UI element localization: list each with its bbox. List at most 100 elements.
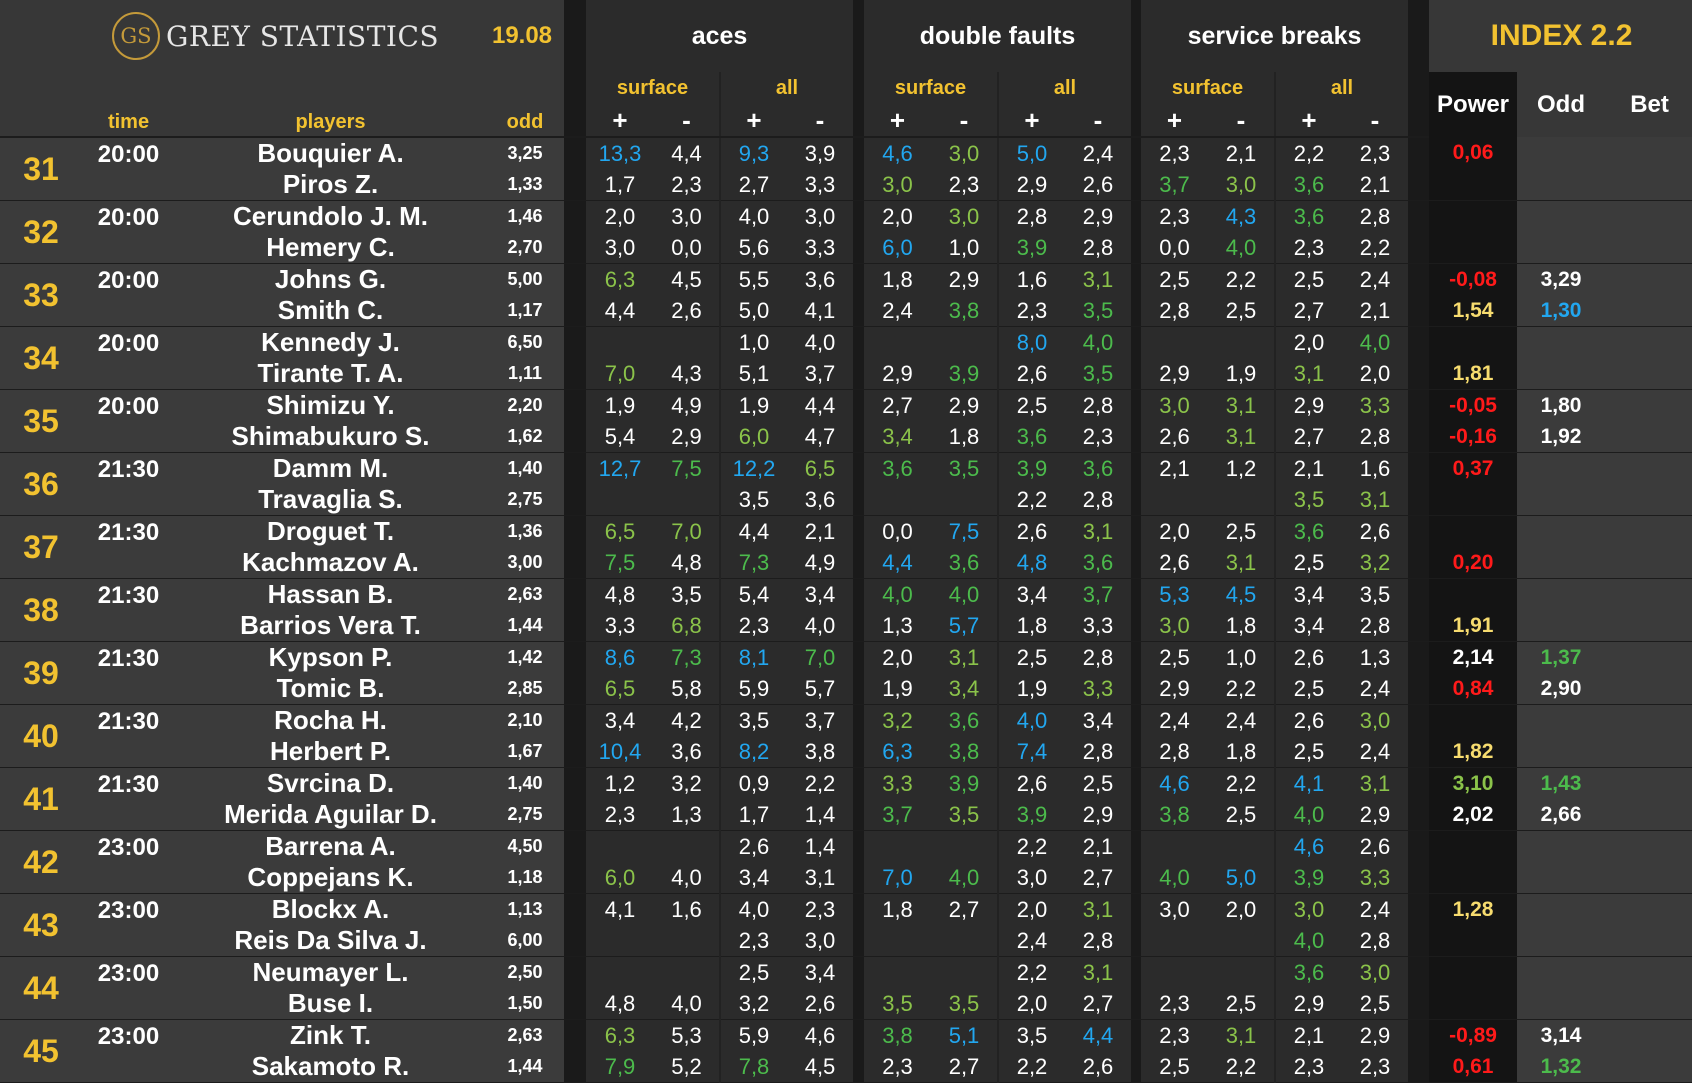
- stat-value: 3,7: [1065, 578, 1131, 610]
- stat-value: 1,3: [654, 799, 720, 831]
- plus-header: +: [1274, 104, 1342, 138]
- stat-value: 7,0: [586, 358, 654, 390]
- player-odd: 6,00: [486, 925, 564, 957]
- stat-value: 2,0: [997, 893, 1065, 925]
- index-odd-value: 1,43: [1517, 767, 1606, 799]
- stat-value: 3,3: [1065, 673, 1131, 705]
- stat-value: 2,3: [1342, 137, 1409, 169]
- stat-value: 2,0: [864, 641, 931, 673]
- stat-value: 2,2: [787, 767, 853, 799]
- stat-value: [1141, 956, 1208, 988]
- stat-value: 4,7: [787, 421, 853, 453]
- stat-value: 1,0: [931, 232, 998, 264]
- stat-value: 3,5: [1274, 484, 1342, 516]
- stat-value: 2,3: [1141, 1019, 1208, 1051]
- stat-value: 2,0: [864, 200, 931, 232]
- stat-value: 4,0: [787, 610, 853, 642]
- index-odd-value: [1517, 988, 1606, 1020]
- table-row: 35 20:00 Shimizu Y. 2,20 1,9 4,9 1,9 4,4 2,7 2,9 2…: [0, 389, 1692, 453]
- index-odd-value: [1517, 484, 1606, 516]
- stat-value: 2,9: [931, 263, 998, 295]
- stat-value: 2,9: [1065, 799, 1131, 831]
- bet-cell: [1605, 232, 1692, 264]
- stat-value: 6,0: [864, 232, 931, 264]
- plus-header: +: [719, 104, 787, 138]
- stat-value: [1208, 830, 1275, 862]
- bet-cell: [1605, 893, 1692, 925]
- bet-cell: [1605, 200, 1692, 232]
- power-value: 0,37: [1429, 452, 1518, 484]
- table-row: Coppejans K. 1,18 6,0 4,0 3,4 3,1 7,0 4,0 3,0 2,7…: [0, 862, 1692, 894]
- stat-value: 3,7: [1141, 169, 1208, 201]
- player-odd: 1,44: [486, 1051, 564, 1083]
- bet-cell: [1605, 704, 1692, 736]
- match-time: 21:30: [82, 515, 175, 579]
- stat-value: 3,0: [1342, 704, 1409, 736]
- stat-value: 2,2: [1208, 673, 1275, 705]
- stat-value: [1141, 484, 1208, 516]
- match-number: 35: [0, 389, 82, 453]
- stat-value: 1,8: [931, 421, 998, 453]
- stat-value: 3,1: [1065, 893, 1131, 925]
- stat-value: [931, 925, 998, 957]
- stat-value: 3,4: [1274, 610, 1342, 642]
- stat-value: 2,9: [997, 169, 1065, 201]
- stat-value: 7,5: [586, 547, 654, 579]
- stat-value: 1,8: [1208, 610, 1275, 642]
- stat-value: 3,7: [787, 358, 853, 390]
- stat-value: [586, 830, 654, 862]
- match-number: 39: [0, 641, 82, 705]
- index-odd-value: 2,66: [1517, 799, 1606, 831]
- stat-value: 3,1: [787, 862, 853, 894]
- stat-value: 5,4: [719, 578, 787, 610]
- stat-value: 2,1: [1208, 137, 1275, 169]
- match-time: 20:00: [82, 326, 175, 390]
- match-time: 20:00: [82, 263, 175, 327]
- stat-value: 3,0: [864, 169, 931, 201]
- table-row: Piros Z. 1,33 1,7 2,3 2,7 3,3 3,0 2,3 2,9 2,6 3,7 3…: [0, 169, 1692, 201]
- table-row: 36 21:30 Damm M. 1,40 12,7 7,5 12,2 6,5 3,6 3,5 3,…: [0, 452, 1692, 516]
- stat-value: 6,5: [787, 452, 853, 484]
- player-odd: 2,10: [486, 704, 564, 736]
- stat-value: 3,0: [931, 137, 998, 169]
- stat-value: 4,4: [1065, 1019, 1131, 1051]
- stat-value: 12,2: [719, 452, 787, 484]
- stat-value: 2,8: [1342, 421, 1409, 453]
- stat-value: 3,5: [931, 799, 998, 831]
- stat-value: [654, 326, 720, 358]
- stat-value: 7,0: [787, 641, 853, 673]
- stat-value: 2,8: [1065, 641, 1131, 673]
- stat-value: 3,2: [654, 767, 720, 799]
- stat-value: 4,1: [787, 295, 853, 327]
- stat-value: 2,4: [997, 925, 1065, 957]
- power-value: [1429, 200, 1518, 232]
- stat-value: 2,5: [1208, 295, 1275, 327]
- stat-value: 6,3: [864, 736, 931, 768]
- player-name: Droguet T.: [175, 515, 486, 547]
- stat-value: 3,9: [1274, 862, 1342, 894]
- table-row: Reis Da Silva J. 6,00 2,3 3,0 2,4 2,8 4,0 2,8: [0, 925, 1692, 957]
- stat-value: 2,5: [1141, 263, 1208, 295]
- power-header: Power: [1429, 72, 1518, 137]
- index-odd-value: [1517, 893, 1606, 925]
- stat-value: 7,5: [931, 515, 998, 547]
- stat-value: 4,4: [586, 295, 654, 327]
- stat-value: 4,5: [1208, 578, 1275, 610]
- stat-value: 3,3: [1065, 610, 1131, 642]
- stat-value: 2,6: [997, 515, 1065, 547]
- index-odd-value: 1,30: [1517, 295, 1606, 327]
- bet-header: Bet: [1605, 72, 1692, 137]
- player-odd: 2,50: [486, 956, 564, 988]
- stat-value: 4,0: [787, 326, 853, 358]
- stat-value: 1,8: [1208, 736, 1275, 768]
- stat-value: 2,1: [1342, 295, 1409, 327]
- power-value: 2,02: [1429, 799, 1518, 831]
- power-value: [1429, 704, 1518, 736]
- stat-value: 2,6: [1342, 830, 1409, 862]
- stat-value: 10,4: [586, 736, 654, 768]
- stat-value: 2,3: [719, 925, 787, 957]
- time-header: time: [82, 104, 175, 138]
- bet-cell: [1605, 673, 1692, 705]
- stat-value: 2,2: [997, 956, 1065, 988]
- stat-value: 3,6: [1274, 169, 1342, 201]
